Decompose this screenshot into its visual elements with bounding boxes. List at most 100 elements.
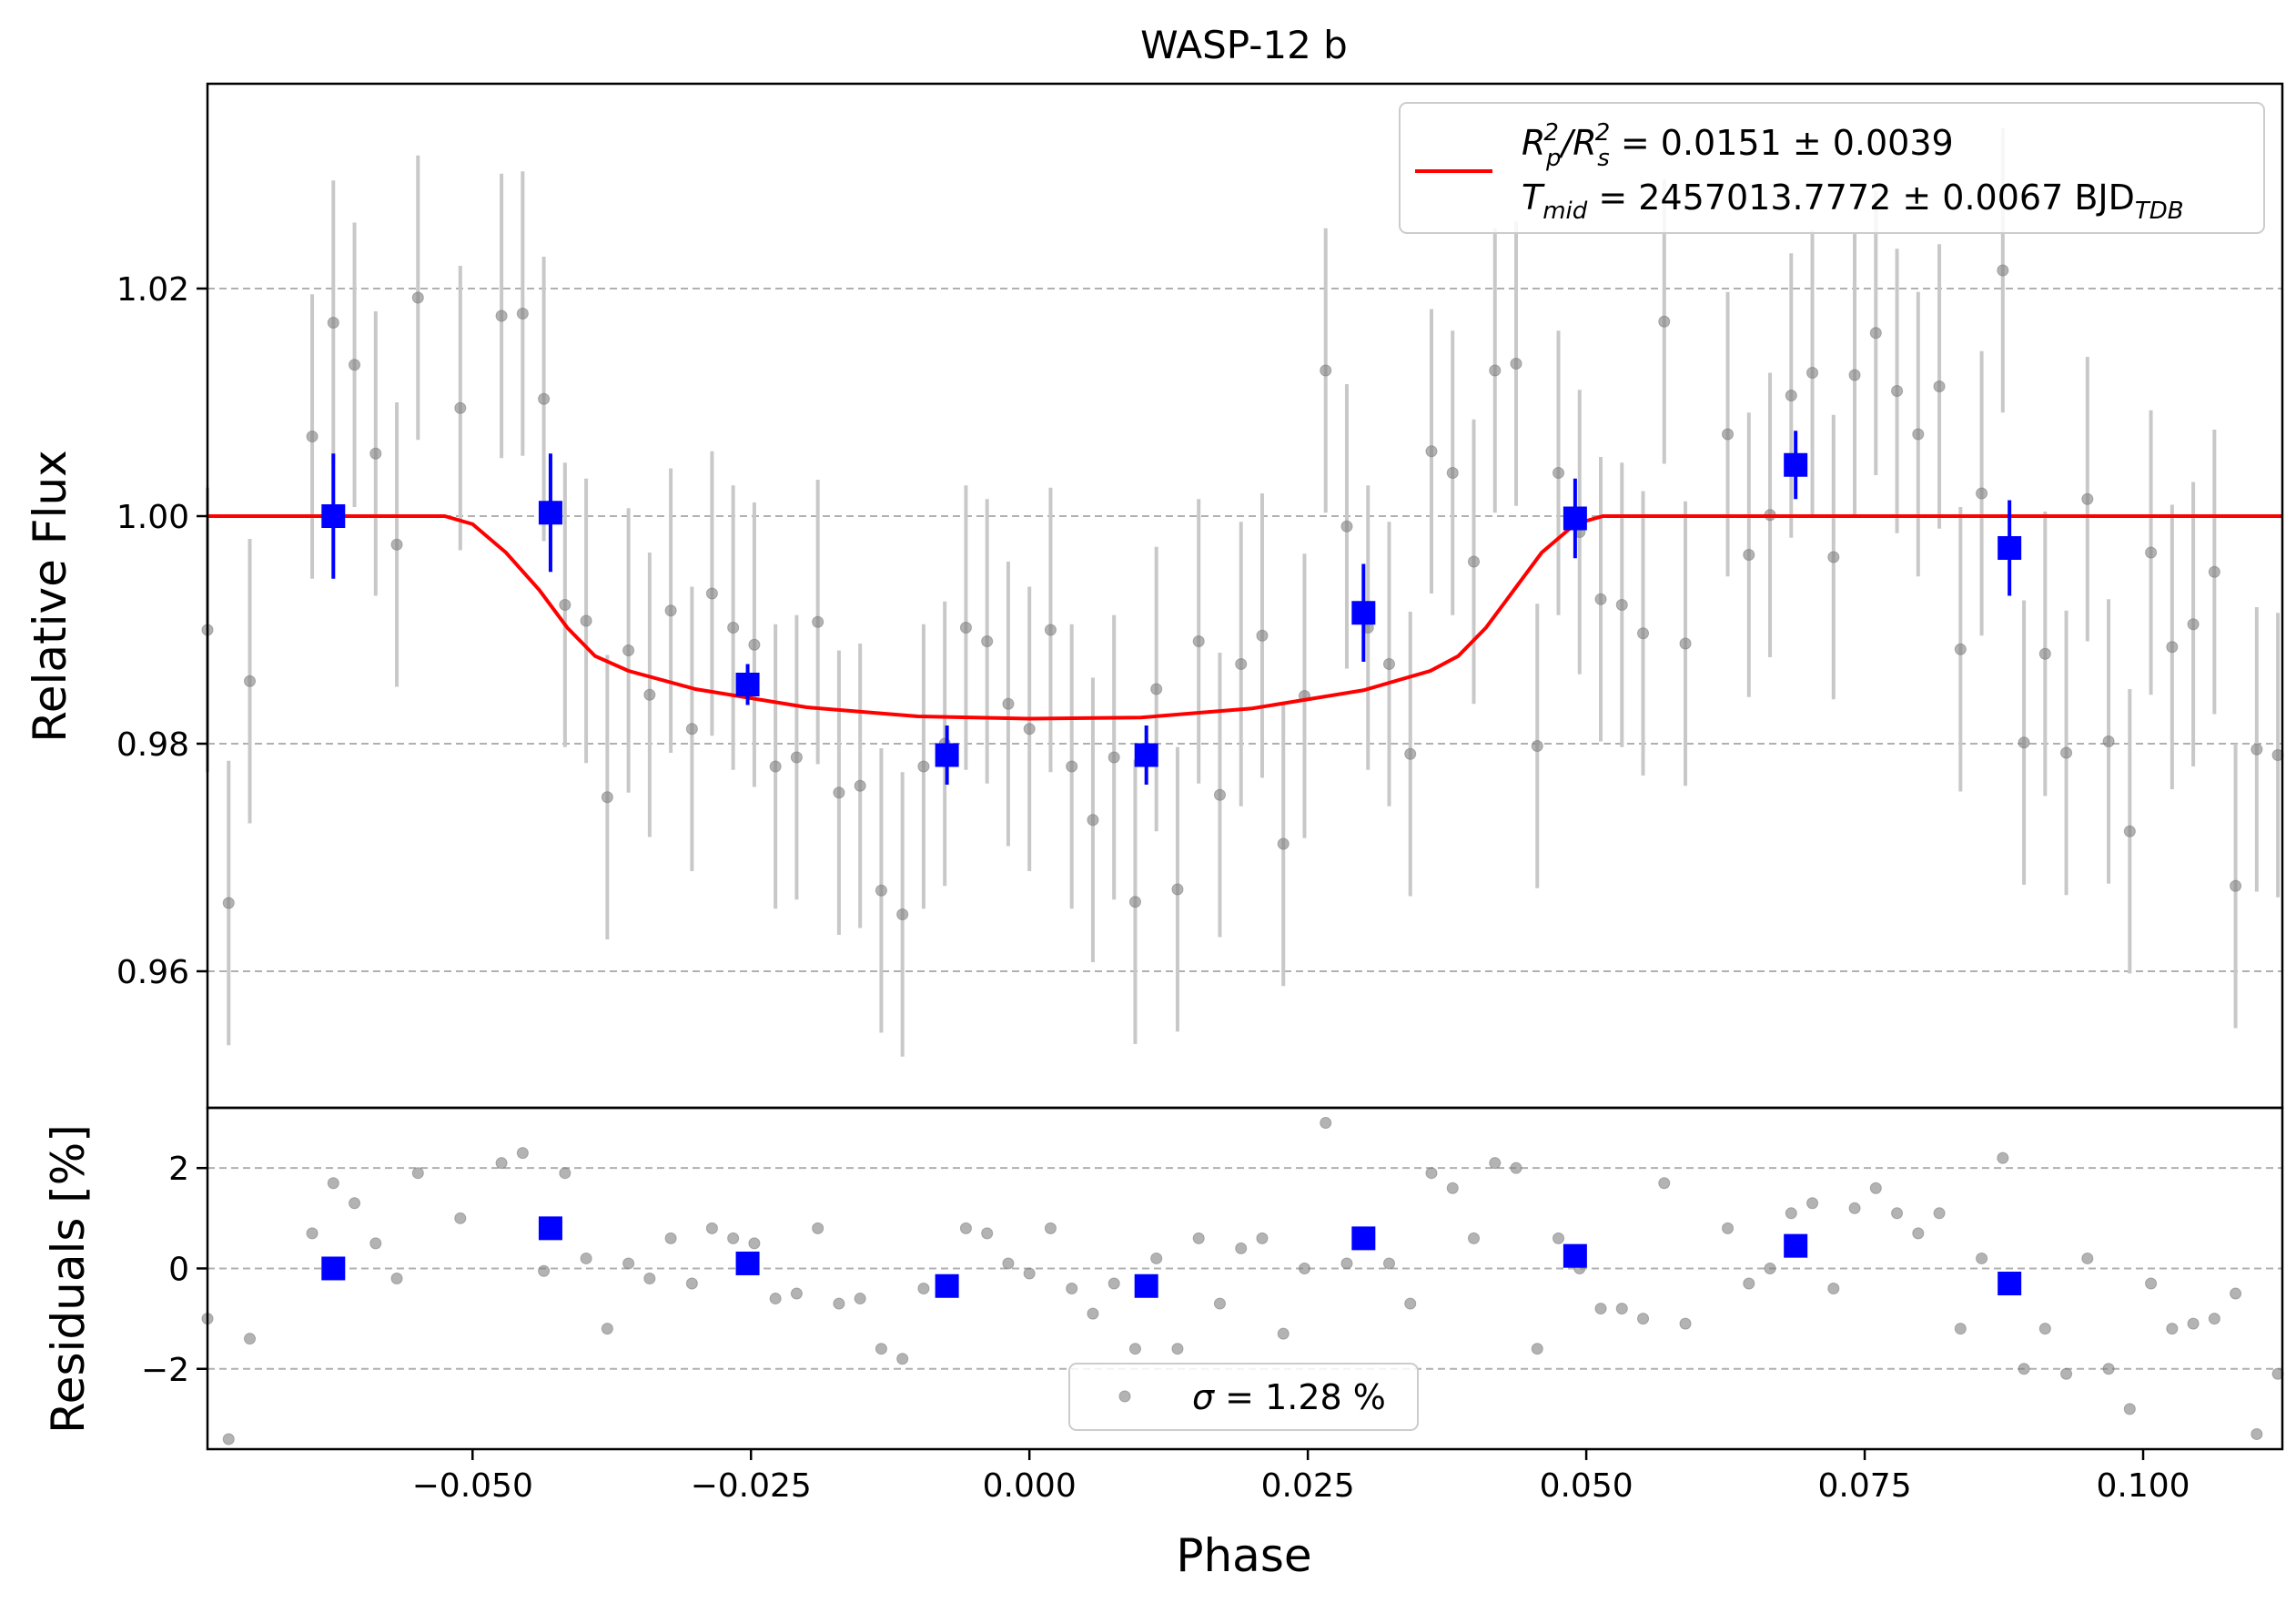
binned-point — [321, 504, 346, 528]
residual-point — [790, 1287, 803, 1300]
residual-point — [1404, 1297, 1417, 1310]
binned-residual-point — [1998, 1272, 2022, 1296]
residual-point — [748, 1237, 761, 1250]
residual-point — [1869, 1182, 1882, 1194]
residual-point — [244, 1333, 257, 1345]
data-point — [1277, 837, 1290, 850]
residual-point — [516, 1147, 529, 1160]
main-y-tick-label: 0.96 — [116, 954, 189, 991]
data-point — [1848, 369, 1861, 381]
model-line — [207, 514, 2282, 721]
main-legend-box — [1399, 102, 2265, 234]
data-point — [2166, 641, 2179, 654]
residual-point — [1976, 1252, 1988, 1264]
data-point — [538, 392, 551, 405]
residual-point — [1128, 1343, 1141, 1355]
residual-point — [1679, 1317, 1692, 1330]
residual-point — [1002, 1257, 1015, 1270]
data-point — [601, 791, 613, 804]
data-point — [1128, 896, 1141, 908]
binned-point — [1998, 536, 2022, 560]
residual-point — [1235, 1242, 1248, 1254]
residual-point — [1320, 1117, 1332, 1130]
residual-point — [2060, 1367, 2073, 1380]
data-point — [1743, 549, 1755, 561]
binned-residual-point — [735, 1251, 760, 1275]
residual-point — [727, 1232, 740, 1244]
residual-point — [2187, 1317, 2200, 1330]
x-tick-label: 0.025 — [1261, 1467, 1355, 1505]
data-point — [664, 604, 677, 617]
residual-point — [1150, 1252, 1163, 1264]
data-point — [1531, 740, 1543, 752]
x-tick-label: 0.050 — [1540, 1467, 1633, 1505]
data-point — [2230, 879, 2242, 892]
residuals-legend-box — [1068, 1363, 1419, 1431]
residual-point — [1298, 1262, 1310, 1274]
data-point — [1150, 683, 1163, 695]
data-point — [1087, 814, 1099, 827]
data-point — [1340, 520, 1353, 533]
data-point — [2145, 546, 2158, 559]
residual-point — [1785, 1207, 1797, 1220]
residual-point — [664, 1232, 677, 1244]
data-point — [1933, 380, 1946, 392]
residual-point — [369, 1237, 382, 1250]
residuals-grid — [207, 1167, 2282, 1370]
residual-point — [1066, 1283, 1078, 1295]
residual-point — [1637, 1313, 1650, 1325]
binned-residual-point — [1134, 1273, 1158, 1298]
x-tick-label: −0.050 — [412, 1467, 533, 1505]
data-point — [2123, 825, 2136, 837]
data-point — [411, 291, 424, 304]
data-point — [2208, 565, 2220, 578]
residual-point — [1510, 1162, 1522, 1174]
data-point — [580, 614, 592, 627]
residual-point — [1658, 1177, 1671, 1190]
main-y-ticks: 0.96 0.98 1.00 1.02 — [116, 271, 207, 991]
data-point — [1637, 627, 1650, 640]
residual-point — [685, 1277, 698, 1290]
data-point — [559, 599, 571, 611]
data-point — [748, 638, 761, 651]
data-point — [769, 760, 782, 773]
residual-point — [1933, 1207, 1946, 1220]
main-y-tick-label: 1.02 — [116, 271, 189, 309]
data-point — [1594, 593, 1607, 605]
residual-point — [1553, 1232, 1565, 1244]
data-point — [643, 688, 656, 701]
main-y-tick-label: 1.00 — [116, 499, 189, 536]
residual-point — [2145, 1277, 2158, 1290]
residual-point — [981, 1227, 994, 1240]
x-axis-label: Phase — [1176, 1529, 1311, 1582]
x-tick-label: −0.025 — [691, 1467, 812, 1505]
main-y-tick-label: 0.98 — [116, 726, 189, 764]
data-point — [1997, 264, 2009, 277]
residual-point — [959, 1222, 972, 1234]
residual-point — [917, 1283, 930, 1295]
data-point — [2250, 743, 2263, 756]
binned-residual-point — [321, 1256, 346, 1281]
binned-point — [1563, 506, 1587, 531]
data-point — [833, 786, 845, 799]
data-point — [1066, 760, 1078, 773]
data-point — [622, 644, 635, 656]
residual-point — [812, 1222, 824, 1234]
data-point — [1615, 599, 1628, 611]
residual-point — [222, 1433, 235, 1446]
main-points — [201, 264, 2284, 920]
data-point — [2060, 746, 2073, 759]
legend-rp-rs-label: R2 p/R2 s = 0.0151 ± 0.0039 — [1522, 119, 1954, 172]
data-point — [685, 723, 698, 736]
data-point — [1510, 358, 1522, 370]
binned-residual-point — [935, 1273, 959, 1298]
data-point — [1425, 445, 1438, 458]
residual-point — [411, 1167, 424, 1180]
binned-residual-point — [1563, 1243, 1587, 1268]
residual-point — [1213, 1297, 1226, 1310]
binned-point — [1351, 601, 1376, 625]
residual-point — [1827, 1283, 1840, 1295]
data-point — [1658, 315, 1671, 328]
residual-point — [769, 1293, 782, 1305]
